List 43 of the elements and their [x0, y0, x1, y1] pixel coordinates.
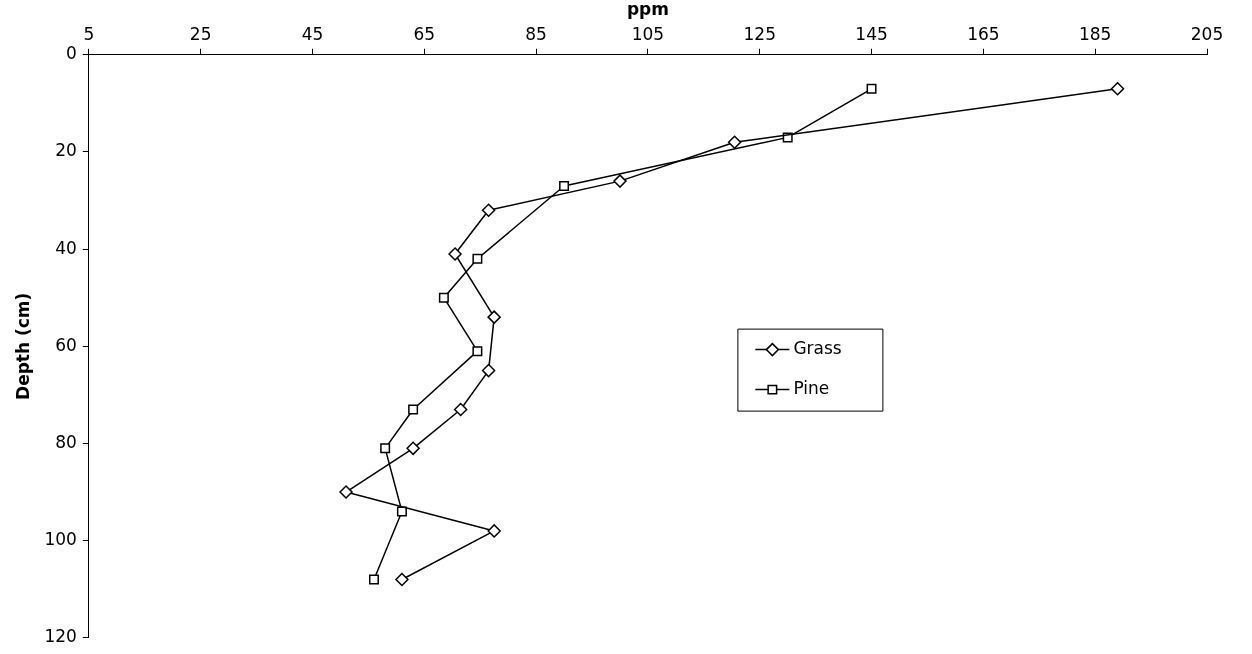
point — [368, 574, 379, 585]
point — [406, 441, 420, 456]
point — [472, 346, 483, 357]
point — [487, 524, 501, 538]
y-tick-label: 80 — [55, 431, 77, 452]
point — [472, 253, 483, 264]
y-axis-title: Depth (cm) — [12, 292, 33, 400]
point — [1110, 82, 1125, 96]
x-tick-label: 165 — [967, 24, 1000, 45]
point — [448, 247, 462, 261]
y-tick-label: 100 — [44, 529, 77, 550]
point — [438, 292, 449, 303]
point — [481, 203, 496, 218]
x-tick-label: 145 — [855, 24, 888, 45]
point — [613, 174, 627, 188]
point — [380, 443, 391, 454]
point — [395, 572, 409, 587]
y-tick-label: 0 — [66, 43, 77, 64]
x-tick-label: 125 — [743, 24, 776, 45]
x-axis-title: ppm — [626, 0, 669, 19]
x-tick-label: 25 — [189, 24, 212, 45]
y-tick-label: 20 — [55, 140, 77, 161]
legend-label: Pine — [793, 378, 830, 399]
x-tick-label: 85 — [525, 24, 547, 45]
legend-label: Grass — [793, 338, 842, 359]
point — [339, 485, 353, 499]
y-tick-label: 40 — [55, 237, 77, 258]
point — [453, 402, 468, 417]
x-tick-label: 45 — [301, 24, 324, 45]
point — [408, 404, 419, 415]
point — [559, 180, 570, 191]
point — [866, 83, 877, 94]
x-tick-label: 65 — [413, 24, 436, 45]
x-tick-label: 5 — [83, 24, 95, 45]
point — [487, 310, 501, 324]
point — [727, 135, 742, 149]
y-tick-label: 120 — [44, 626, 77, 647]
x-tick-label: 205 — [1190, 24, 1224, 45]
y-tick-label: 60 — [55, 334, 77, 355]
point — [396, 506, 407, 517]
x-tick-label: 105 — [631, 24, 665, 45]
point — [481, 363, 496, 378]
x-tick-label: 185 — [1078, 24, 1112, 45]
